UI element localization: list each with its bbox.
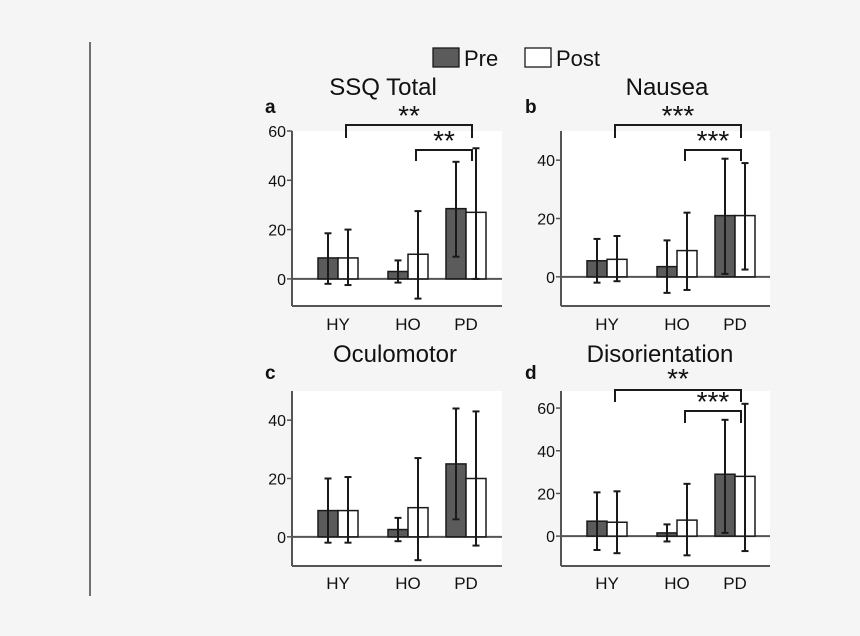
panels: SSQ Total a 0 20 40 60 HY HO PD ** ** Nausea b 0 20 40 H… [265,74,770,593]
significance-bracket [614,124,742,138]
panel-title: Disorientation [587,341,734,368]
panel-a: SSQ Total a 0 20 40 60 HY HO PD ** ** [265,74,502,334]
y-tick-label: 20 [268,472,286,489]
panel-title: Nausea [626,74,709,101]
y-tick-label: 60 [537,401,555,418]
significance-bracket [345,124,473,138]
legend-label-pre: Pre [464,46,498,71]
x-tick-label: HO [664,315,690,334]
x-tick-label: HO [664,574,690,593]
significance-bracket [684,149,742,161]
x-tick-label: PD [723,315,747,334]
significance-label: ** [667,363,689,394]
panel-b: Nausea b 0 20 40 HY HO PD ****** [525,74,770,334]
legend-label-post: Post [556,46,600,71]
significance-label: ** [433,125,455,156]
panel-label: c [265,363,276,384]
significance-label: *** [697,125,730,156]
y-tick-label: 20 [537,486,555,503]
significance-label: *** [662,100,695,131]
panel-label: a [265,97,276,118]
x-tick-label: PD [454,315,478,334]
significance-label: ** [398,100,420,131]
x-tick-label: HY [595,574,619,593]
y-tick-label: 40 [268,173,286,190]
legend-swatch-pre [432,47,460,68]
legend: Pre Post [432,46,600,71]
y-tick-label: 20 [537,212,555,229]
y-tick-label: 0 [277,530,286,547]
panel-c: Oculomotor c 0 20 40 HY HO PD [265,341,502,593]
significance-label: *** [697,386,730,417]
panel-title: SSQ Total [329,74,437,101]
y-tick-label: 20 [268,223,286,240]
y-tick-label: 40 [537,444,555,461]
x-tick-label: HY [326,574,350,593]
significance-bracket [614,389,742,402]
legend-swatch-post [524,47,552,68]
x-tick-label: PD [723,574,747,593]
x-tick-label: PD [454,574,478,593]
significance-bracket [415,149,473,161]
panel-label: d [525,363,537,384]
y-tick-label: 0 [546,529,555,546]
y-tick-label: 0 [546,270,555,287]
y-tick-label: 60 [268,124,286,141]
x-tick-label: HO [395,315,421,334]
x-tick-label: HY [595,315,619,334]
y-tick-label: 40 [537,153,555,170]
y-tick-label: 0 [277,272,286,289]
x-tick-label: HO [395,574,421,593]
significance-bracket [684,410,742,423]
panel-label: b [525,97,537,118]
x-tick-label: HY [326,315,350,334]
panel-title: Oculomotor [333,341,457,368]
y-tick-label: 40 [268,413,286,430]
